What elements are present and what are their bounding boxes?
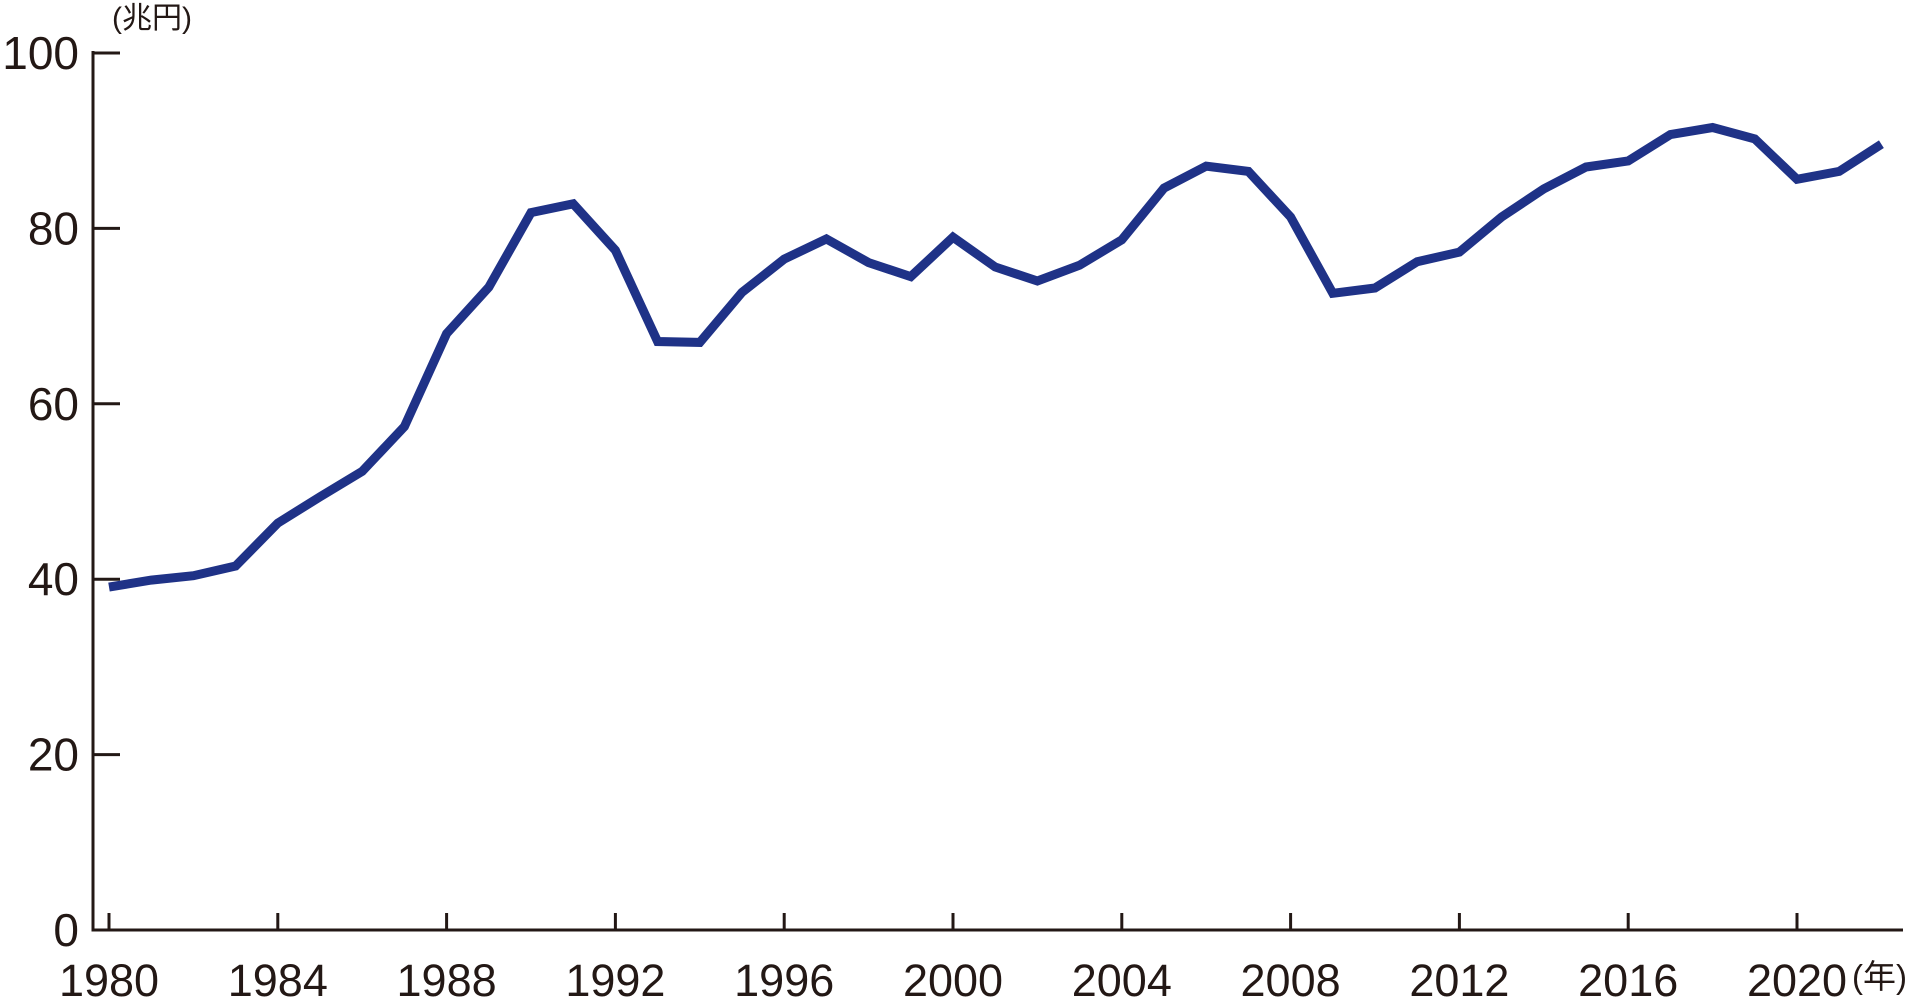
x-axis-unit-label: (年) — [1852, 958, 1907, 995]
y-tick-label: 20 — [28, 729, 79, 781]
y-axis-unit-label: (兆円) — [112, 2, 192, 35]
x-tick-label: 2020 — [1747, 955, 1847, 1005]
x-tick-label: 2008 — [1241, 955, 1341, 1005]
y-tick-label: 40 — [28, 553, 79, 605]
y-tick-label: 60 — [28, 378, 79, 430]
data-line — [108, 122, 1884, 592]
x-tick-label: 2016 — [1578, 955, 1678, 1005]
x-tick-label: 1996 — [734, 955, 834, 1005]
x-tick-label: 2000 — [903, 955, 1003, 1005]
x-tick-label: 1984 — [228, 955, 328, 1005]
x-tick-label: 1980 — [59, 955, 159, 1005]
x-tick-label: 2004 — [1072, 955, 1172, 1005]
x-tick-label: 2012 — [1409, 955, 1509, 1005]
y-tick-label: 100 — [2, 27, 79, 79]
y-tick-label: 0 — [53, 904, 79, 956]
x-tick-label: 1988 — [397, 955, 497, 1005]
y-tick-label: 80 — [28, 202, 79, 254]
x-tick-label: 1992 — [565, 955, 665, 1005]
